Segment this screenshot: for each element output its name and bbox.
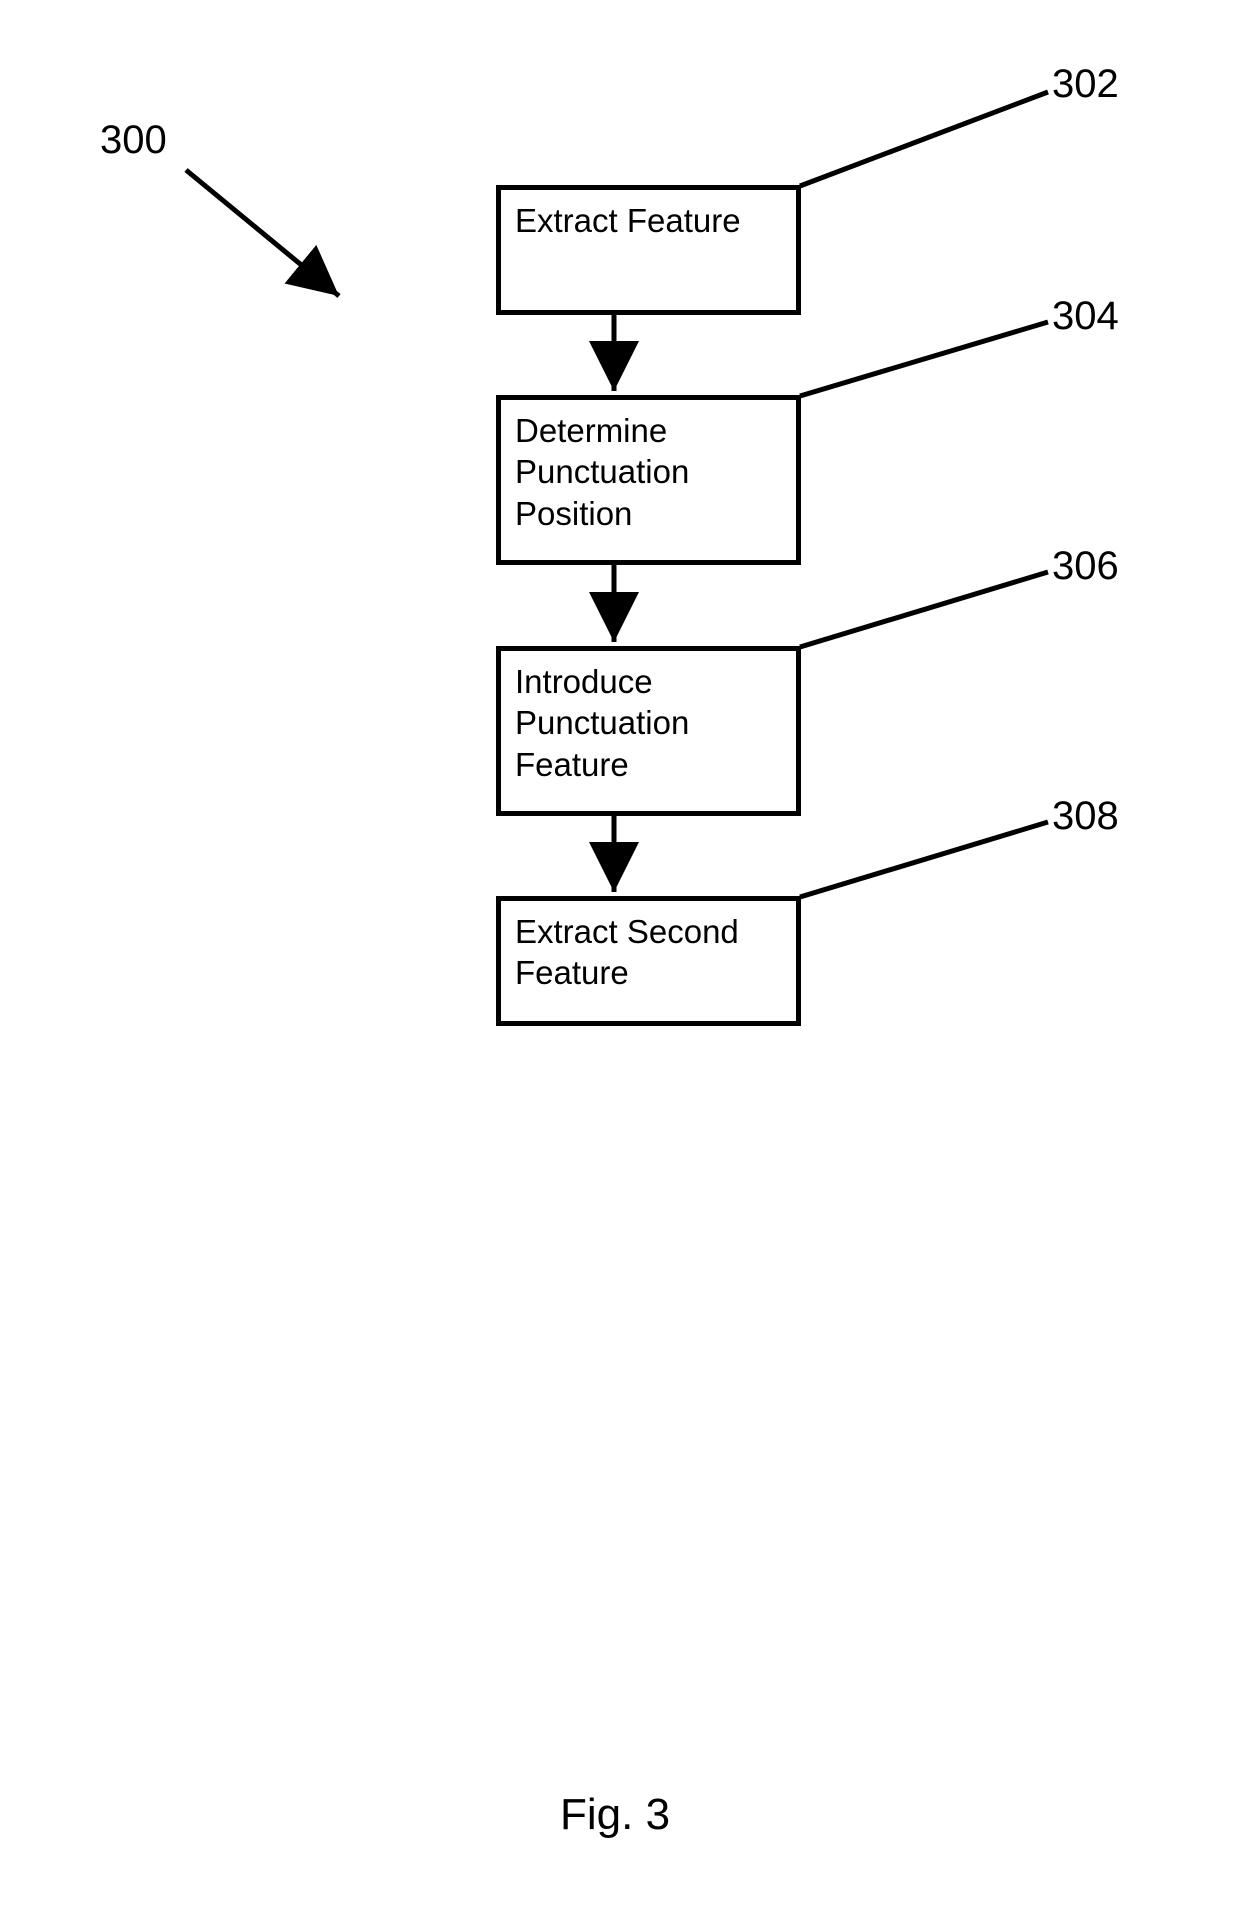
flow-box-308: Extract Second Feature [496,896,801,1026]
ref-label-308: 308 [1052,794,1119,839]
flow-box-304: Determine Punctuation Position [496,395,801,565]
flow-box-306-text: Introduce Punctuation Feature [515,661,782,785]
ref-label-302: 302 [1052,62,1119,107]
leader-line [800,822,1048,897]
flow-box-306: Introduce Punctuation Feature [496,646,801,816]
leader-line [800,92,1048,186]
leader-line [800,572,1048,647]
figure-caption: Fig. 3 [560,1790,670,1840]
ref-label-306: 306 [1052,544,1119,589]
leader-line [186,170,339,296]
flow-box-302-text: Extract Feature [515,200,741,241]
leader-line [800,322,1048,396]
flow-box-302: Extract Feature [496,185,801,315]
diagram-canvas: Extract Feature Determine Punctuation Po… [0,0,1240,1926]
flow-box-308-text: Extract Second Feature [515,911,782,994]
flow-box-304-text: Determine Punctuation Position [515,410,782,534]
ref-label-304: 304 [1052,294,1119,339]
ref-label-300: 300 [100,118,167,163]
